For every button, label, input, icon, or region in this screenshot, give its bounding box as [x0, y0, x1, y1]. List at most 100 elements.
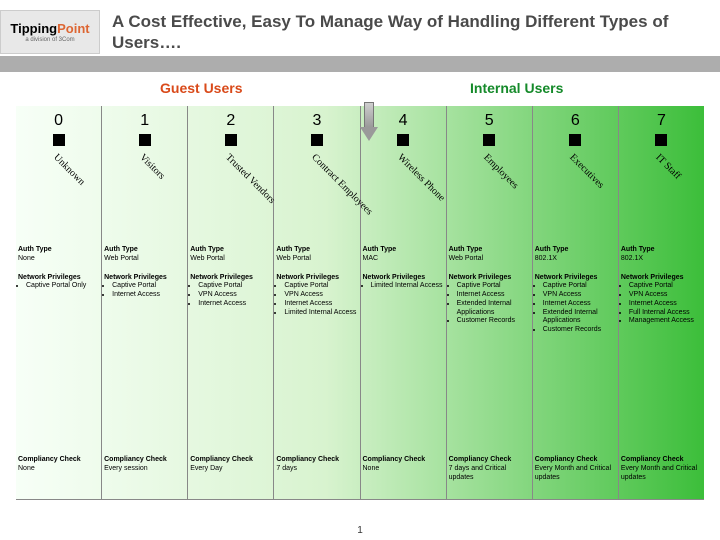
column-number: 7: [657, 112, 666, 130]
priv-item: VPN Access: [198, 291, 271, 300]
priv-item: Internet Access: [629, 300, 702, 309]
priv-item: Internet Access: [112, 291, 185, 300]
priv-item: Extended Internal Applications: [457, 300, 530, 318]
category-internal: Internal Users: [470, 80, 563, 96]
marker-square-icon: [225, 134, 237, 146]
logo-main: TippingPoint: [10, 21, 89, 36]
column-label: Visitors: [137, 152, 167, 182]
column-number: 3: [312, 112, 321, 130]
page-title: A Cost Effective, Easy To Manage Way of …: [112, 11, 708, 54]
comp-label: Compliancy Check: [449, 456, 512, 463]
priv-item: Extended Internal Applications: [543, 309, 616, 327]
priv-item: VPN Access: [284, 291, 357, 300]
priv-label: Network Privileges: [363, 274, 426, 281]
column-1: 1 Visitors Auth TypeWeb PortalNetwork Priv…: [102, 106, 188, 499]
column-6: 6ExecutivesAuth Type802.1XNetwork Privil…: [533, 106, 619, 499]
auth-value: MAC: [363, 255, 379, 262]
auth-value: Web Portal: [190, 255, 225, 262]
auth-label: Auth Type: [535, 246, 569, 253]
priv-list: Captive PortalInternet AccessExtended In…: [449, 282, 530, 326]
logo-text-a: Tipping: [10, 21, 57, 36]
priv-item: Captive Portal: [543, 282, 616, 291]
logo-text-b: Point: [57, 21, 90, 36]
priv-label: Network Privileges: [18, 274, 81, 281]
marker-square-icon: [569, 134, 581, 146]
column-label: Employees: [481, 152, 520, 191]
user-type-chart: 0UnknownAuth TypeNoneNetwork PrivilegesC…: [16, 106, 704, 500]
column-details: Auth TypeNoneNetwork PrivilegesCaptive P…: [18, 246, 99, 301]
priv-list: Limited Internal Access: [363, 282, 444, 291]
auth-label: Auth Type: [18, 246, 52, 253]
column-4: 4Wireless PhoneAuth TypeMACNetwork Privi…: [361, 106, 447, 499]
priv-item: Internet Access: [457, 291, 530, 300]
priv-item: Internet Access: [543, 300, 616, 309]
priv-item: Limited Internal Access: [284, 309, 357, 318]
comp-value: 7 days and Critical updates: [449, 465, 507, 481]
column-number: 0: [54, 112, 63, 130]
column-label: Unknown: [51, 152, 87, 188]
comp-value: Every Day: [190, 465, 222, 472]
column-7: 7IT StaffAuth Type802.1XNetwork Privileg…: [619, 106, 704, 499]
priv-list: Captive PortalVPN AccessInternet Access: [190, 282, 271, 308]
category-row: Guest Users Internal Users: [0, 80, 720, 100]
column-details: Auth TypeWeb PortalNetwork PrivilegesCap…: [449, 246, 530, 336]
priv-list: Captive Portal Only: [18, 282, 99, 291]
priv-list: Captive PortalInternet Access: [104, 282, 185, 300]
priv-label: Network Privileges: [104, 274, 167, 281]
column-number: 5: [485, 112, 494, 130]
marker-square-icon: [655, 134, 667, 146]
column-5: 5EmployeesAuth TypeWeb PortalNetwork Pri…: [447, 106, 533, 499]
comp-label: Compliancy Check: [190, 456, 253, 463]
auth-label: Auth Type: [363, 246, 397, 253]
comp-label: Compliancy Check: [535, 456, 598, 463]
divider-bar: [0, 56, 720, 72]
priv-item: Customer Records: [543, 326, 616, 335]
column-number: 6: [571, 112, 580, 130]
column-number: 2: [226, 112, 235, 130]
column-label: Trusted Vendors: [223, 152, 277, 206]
column-details: Auth TypeWeb PortalNetwork PrivilegesCap…: [104, 246, 185, 310]
column-number: 1: [140, 112, 149, 130]
column-3: 3Contract EmployeesAuth TypeWeb PortalNe…: [274, 106, 360, 499]
priv-item: Captive Portal: [112, 282, 185, 291]
column-details: Auth Type 802.1X Network PrivilegesCaptive…: [621, 246, 702, 336]
comp-label: Compliancy Check: [18, 456, 81, 463]
priv-item: Captive Portal: [629, 282, 702, 291]
column-0: 0 Unknown Auth TypeNoneNetwork PrivilegesC…: [16, 106, 102, 499]
auth-value: 802.1X: [621, 255, 643, 262]
marker-square-icon: [397, 134, 409, 146]
auth-value: Web Portal: [276, 255, 311, 262]
priv-item: Management Access: [629, 317, 702, 326]
priv-item: Customer Records: [457, 317, 530, 326]
auth-label: Auth Type: [276, 246, 310, 253]
priv-item: VPN Access: [543, 291, 616, 300]
auth-label: Auth Type: [104, 246, 138, 253]
comp-value: Every Month and Critical updates: [621, 465, 697, 481]
divider-arrow-icon: [360, 102, 378, 146]
comp-value: Every session: [104, 465, 148, 472]
column-details: Auth Type MAC Network PrivilegesLimited In…: [363, 246, 444, 301]
header: TippingPoint a division of 3Com A Cost E…: [0, 0, 720, 56]
auth-value: 802.1X: [535, 255, 557, 262]
comp-value: None: [363, 465, 380, 472]
priv-item: Internet Access: [284, 300, 357, 309]
column-number: 4: [399, 112, 408, 130]
column-details: Auth TypeWeb PortalNetwork PrivilegesCap…: [190, 246, 271, 319]
priv-item: Full Internal Access: [629, 309, 702, 318]
priv-label: Network Privileges: [449, 274, 512, 281]
priv-list: Captive PortalVPN AccessInternet AccessL…: [276, 282, 357, 317]
chart-columns: 0UnknownAuth TypeNoneNetwork PrivilegesC…: [16, 106, 704, 499]
priv-label: Network Privileges: [621, 274, 684, 281]
comp-value: 7 days: [276, 465, 297, 472]
comp-label: Compliancy Check: [363, 456, 426, 463]
marker-square-icon: [311, 134, 323, 146]
comp-label: Compliancy Check: [621, 456, 684, 463]
auth-value: Web Portal: [449, 255, 484, 262]
priv-item: Limited Internal Access: [371, 282, 444, 291]
priv-item: Captive Portal: [198, 282, 271, 291]
priv-item: Captive Portal Only: [26, 282, 99, 291]
column-2: 2 Trusted Vendors Auth TypeWeb PortalNetwo…: [188, 106, 274, 499]
auth-label: Auth Type: [621, 246, 655, 253]
priv-item: VPN Access: [629, 291, 702, 300]
page-number: 1: [0, 525, 720, 536]
